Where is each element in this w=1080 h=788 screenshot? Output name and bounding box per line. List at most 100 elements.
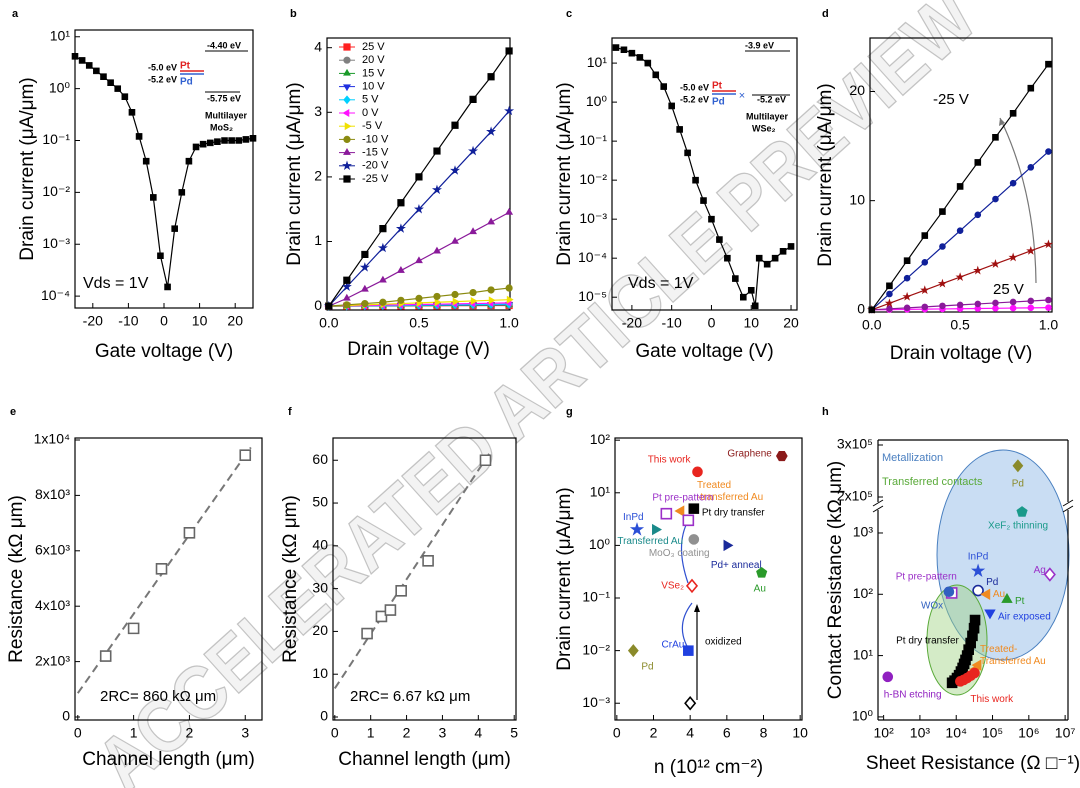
point-label: XeF₂ thinning xyxy=(988,521,1048,532)
marker xyxy=(903,274,911,282)
transferred-region xyxy=(926,584,988,696)
marker xyxy=(228,137,235,144)
marker xyxy=(692,176,699,184)
point-label: InPd xyxy=(968,552,989,563)
y-tick-label: 10⁻³ xyxy=(582,694,610,710)
metallization-region xyxy=(936,449,1070,661)
marker xyxy=(78,57,86,64)
point-label: Pd+ anneal xyxy=(711,560,762,571)
marker xyxy=(452,297,460,306)
panel: b Drain voltage (V) Drain current (μA/μm) 0… xyxy=(284,8,519,360)
x-tick-label: 1 xyxy=(367,725,375,741)
x-axis-label: Drain voltage (V) xyxy=(890,343,1033,364)
y-tick-label: 3x10⁵ xyxy=(837,436,873,452)
y-axis-label: Drain current (μA/μm) xyxy=(554,487,575,670)
x-axis-label: Gate voltage (V) xyxy=(635,341,773,362)
x-tick-label: 0 xyxy=(160,313,168,329)
marker xyxy=(505,207,514,215)
marker xyxy=(921,259,929,266)
marker xyxy=(343,301,351,309)
marker xyxy=(249,135,257,142)
marker xyxy=(1045,296,1052,304)
marker xyxy=(1026,246,1036,255)
marker xyxy=(434,298,442,307)
annotation: Vds = 1V xyxy=(628,275,694,292)
marker xyxy=(343,276,351,284)
marker xyxy=(100,73,107,80)
marker xyxy=(164,283,171,291)
legend-label: -25 V xyxy=(362,173,389,185)
y-tick-label: 50 xyxy=(312,494,328,510)
y-tick-label: 10⁻² xyxy=(582,641,610,657)
panel: a Gate voltage (V) Drain current (μA/μm) -2… xyxy=(12,8,254,362)
y-tick-label: 10⁻⁴ xyxy=(578,249,607,265)
y-tick-label: 2x10⁵ xyxy=(837,488,873,504)
marker xyxy=(397,199,405,207)
marker xyxy=(937,278,948,288)
legend-marker xyxy=(342,109,350,117)
axis-break xyxy=(872,505,884,513)
marker xyxy=(235,137,243,144)
point-label: Treated-Transferred Au xyxy=(980,644,1046,667)
marker xyxy=(342,293,351,301)
x-tick-label: -10 xyxy=(118,313,138,329)
arrow xyxy=(681,602,693,649)
y-axis-label: Contact Resistance (kΩ μm) xyxy=(825,461,846,699)
marker xyxy=(1027,164,1035,171)
panel-label: g xyxy=(566,406,573,418)
marker xyxy=(450,165,461,175)
panel-label: h xyxy=(822,406,829,418)
y-tick-label: 1 xyxy=(314,232,322,248)
marker xyxy=(903,304,911,312)
marker xyxy=(990,259,1001,268)
annotation: -5.2 eV xyxy=(148,74,177,84)
annotation: WSe₂ xyxy=(752,123,776,133)
annotation: -5.2 eV xyxy=(680,94,709,104)
point-label: Pt xyxy=(1015,596,1025,607)
plot-frame xyxy=(869,37,1053,313)
y-tick-label: 0 xyxy=(62,708,70,724)
x-tick-label: 1.0 xyxy=(1039,317,1059,333)
panel-label: b xyxy=(290,8,297,20)
marker xyxy=(155,563,168,575)
panel: g n (10¹² cm⁻²) Drain current (μA/μm) 0 2 4 6 8… xyxy=(554,406,808,778)
point-label: VSe₂ xyxy=(661,581,684,592)
annotation: Metallization xyxy=(882,452,943,464)
marker xyxy=(747,287,755,294)
arrow xyxy=(999,117,1037,284)
y-tick-label: 20 xyxy=(849,82,865,98)
point-label: Transferred Au xyxy=(617,536,683,547)
marker xyxy=(629,522,645,536)
annotation: oxidized xyxy=(705,637,742,648)
point-label: WOx xyxy=(921,600,943,611)
x-tick-label: 0 xyxy=(331,725,339,741)
point-label: MoO₃ coating xyxy=(649,548,710,559)
x-tick-label: -20 xyxy=(622,315,642,331)
marker xyxy=(433,292,441,300)
point-label: Graphene xyxy=(727,449,772,460)
marker xyxy=(384,604,397,616)
annotation: Multilayer xyxy=(746,111,789,121)
marker xyxy=(739,293,747,301)
x-tick-label: 0.0 xyxy=(862,317,882,333)
marker xyxy=(956,301,964,309)
panel-label: f xyxy=(288,406,292,418)
marker xyxy=(969,667,980,679)
y-axis-label: Drain current (μA/μm) xyxy=(554,82,575,265)
y-tick-label: 60 xyxy=(312,451,328,467)
annotation: Vds = 1V xyxy=(83,275,149,292)
point-label: Pt dry transfer xyxy=(896,635,959,646)
marker xyxy=(1043,567,1056,582)
panel: e Channel length (μm) Resistance (kΩ μm) 0 1… xyxy=(6,406,263,770)
y-axis-label: Drain current (μA/μm) xyxy=(284,82,305,265)
marker xyxy=(692,466,703,478)
marker xyxy=(99,650,112,662)
marker xyxy=(375,610,388,623)
plot-frame xyxy=(614,437,803,721)
annotation: 2RC= 860 kΩ μm xyxy=(100,688,216,705)
marker xyxy=(1016,506,1028,517)
marker xyxy=(206,139,214,147)
x-tick-label: 4 xyxy=(686,725,694,741)
y-tick-label: 10⁻³ xyxy=(579,210,607,226)
marker xyxy=(970,563,986,578)
